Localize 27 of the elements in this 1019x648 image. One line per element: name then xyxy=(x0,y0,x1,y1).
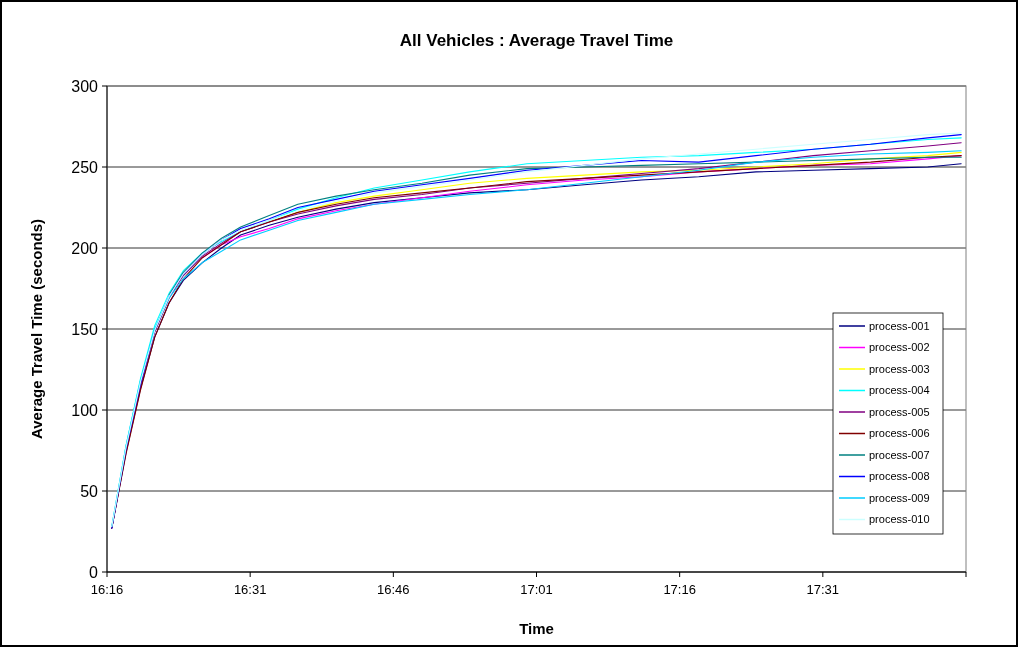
y-tick-label: 250 xyxy=(71,158,99,176)
x-tick-label: 16:16 xyxy=(90,582,124,597)
y-tick-label: 200 xyxy=(71,239,99,257)
line-series xyxy=(168,156,962,296)
x-tick-label: 17:31 xyxy=(806,582,840,597)
y-axis-title: Average Travel Time (seconds) xyxy=(28,218,45,440)
legend-label: process-008 xyxy=(869,470,930,483)
x-tick-label: 16:31 xyxy=(233,582,267,597)
y-tick-label: 150 xyxy=(71,320,99,338)
x-tick-label: 17:01 xyxy=(520,582,553,597)
legend-label: process-003 xyxy=(869,362,930,375)
legend-label: process-007 xyxy=(869,448,930,461)
legend-label: process-005 xyxy=(869,405,930,418)
x-tick-label: 17:16 xyxy=(663,582,696,597)
legend-label: process-001 xyxy=(869,319,930,332)
legend-label: process-002 xyxy=(869,341,930,354)
y-tick-label: 50 xyxy=(80,482,99,500)
y-tick-label: 100 xyxy=(71,401,99,419)
legend-label: process-010 xyxy=(869,513,930,526)
legend-label: process-009 xyxy=(869,491,930,504)
chart-title: All Vehicles : Average Travel Time xyxy=(399,31,674,50)
y-tick-label: 0 xyxy=(89,563,99,581)
legend-label: process-006 xyxy=(869,427,930,440)
y-tick-label: 300 xyxy=(71,77,99,95)
legend-label: process-004 xyxy=(869,384,930,397)
x-tick-label: 16:46 xyxy=(377,582,410,597)
x-axis-title: Time xyxy=(519,620,554,637)
